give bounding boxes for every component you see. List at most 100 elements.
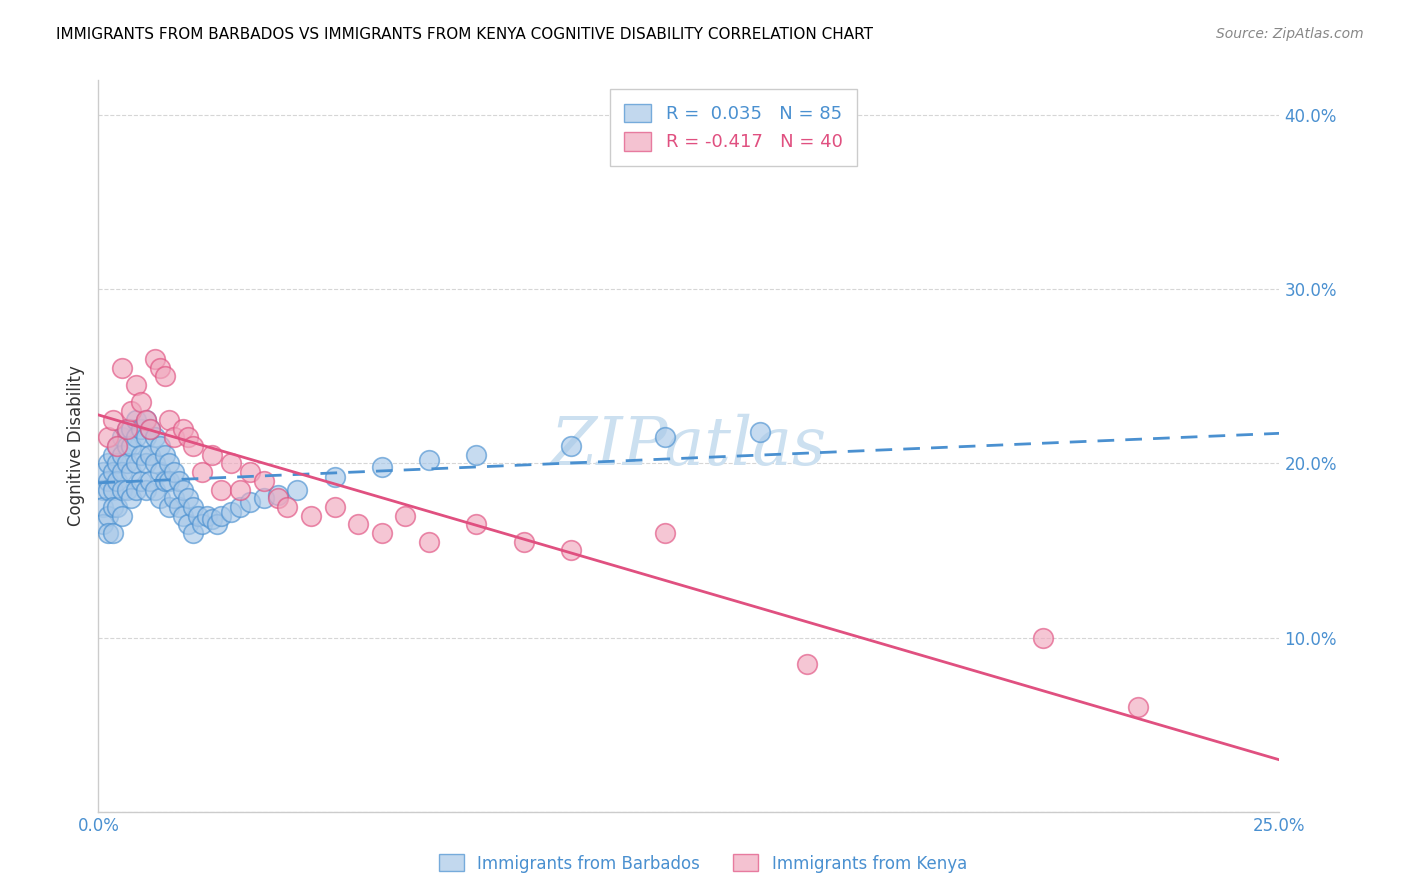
Point: [97, 474, 120, 488]
Point: [97, 430, 120, 444]
Point: [153, 474, 176, 488]
Text: Source: ZipAtlas.com: Source: ZipAtlas.com: [1216, 27, 1364, 41]
Point: [125, 378, 148, 392]
Point: [163, 465, 186, 479]
Point: [105, 457, 128, 471]
Point: [105, 500, 128, 514]
Legend: R =  0.035   N = 85, R = -0.417   N = 40: R = 0.035 N = 85, R = -0.417 N = 40: [610, 89, 858, 166]
Point: [394, 508, 416, 523]
Point: [149, 360, 172, 375]
Point: [323, 470, 346, 484]
Point: [172, 421, 194, 435]
Point: [135, 413, 157, 427]
Point: [267, 491, 290, 506]
Point: [253, 474, 276, 488]
Point: [157, 457, 180, 471]
Point: [125, 457, 148, 471]
Y-axis label: Cognitive Disability: Cognitive Disability: [66, 366, 84, 526]
Text: ZIPatlas: ZIPatlas: [551, 413, 827, 479]
Point: [111, 448, 134, 462]
Point: [129, 395, 152, 409]
Point: [654, 526, 676, 541]
Point: [111, 360, 134, 375]
Point: [157, 500, 180, 514]
Point: [111, 430, 134, 444]
Point: [229, 483, 252, 497]
Point: [101, 483, 124, 497]
Point: [111, 483, 134, 497]
Point: [253, 491, 276, 506]
Point: [97, 483, 120, 497]
Point: [172, 483, 194, 497]
Point: [201, 448, 224, 462]
Point: [115, 439, 138, 453]
Point: [209, 483, 232, 497]
Point: [91, 500, 114, 514]
Point: [239, 465, 262, 479]
Point: [654, 430, 676, 444]
Point: [101, 500, 124, 514]
Point: [748, 425, 770, 439]
Point: [143, 483, 166, 497]
Point: [139, 421, 162, 435]
Point: [135, 413, 157, 427]
Point: [91, 465, 114, 479]
Point: [371, 459, 394, 474]
Point: [347, 517, 370, 532]
Point: [323, 500, 346, 514]
Point: [157, 413, 180, 427]
Point: [299, 508, 322, 523]
Point: [191, 465, 214, 479]
Point: [121, 421, 143, 435]
Point: [239, 494, 262, 508]
Point: [101, 413, 124, 427]
Point: [125, 430, 148, 444]
Point: [157, 474, 180, 488]
Point: [219, 457, 242, 471]
Point: [129, 448, 152, 462]
Point: [1032, 631, 1054, 645]
Point: [229, 500, 252, 514]
Point: [205, 517, 228, 532]
Point: [105, 474, 128, 488]
Point: [187, 508, 209, 523]
Point: [143, 351, 166, 366]
Point: [91, 517, 114, 532]
Point: [143, 457, 166, 471]
Point: [97, 508, 120, 523]
Point: [105, 439, 128, 453]
Point: [139, 474, 162, 488]
Point: [121, 465, 143, 479]
Point: [125, 413, 148, 427]
Point: [560, 439, 582, 453]
Point: [285, 483, 308, 497]
Point: [125, 483, 148, 497]
Point: [111, 465, 134, 479]
Point: [121, 404, 143, 418]
Point: [1126, 700, 1149, 714]
Legend: Immigrants from Barbados, Immigrants from Kenya: Immigrants from Barbados, Immigrants fro…: [432, 847, 974, 880]
Point: [195, 508, 218, 523]
Point: [129, 474, 152, 488]
Point: [181, 439, 204, 453]
Point: [465, 517, 488, 532]
Point: [121, 439, 143, 453]
Point: [149, 439, 172, 453]
Point: [139, 421, 162, 435]
Point: [149, 491, 172, 506]
Point: [163, 491, 186, 506]
Point: [115, 421, 138, 435]
Point: [209, 508, 232, 523]
Point: [153, 369, 176, 384]
Point: [177, 430, 200, 444]
Point: [191, 517, 214, 532]
Point: [139, 448, 162, 462]
Point: [91, 483, 114, 497]
Point: [163, 430, 186, 444]
Point: [418, 453, 440, 467]
Point: [418, 534, 440, 549]
Point: [153, 448, 176, 462]
Point: [167, 474, 190, 488]
Point: [149, 465, 172, 479]
Point: [172, 508, 194, 523]
